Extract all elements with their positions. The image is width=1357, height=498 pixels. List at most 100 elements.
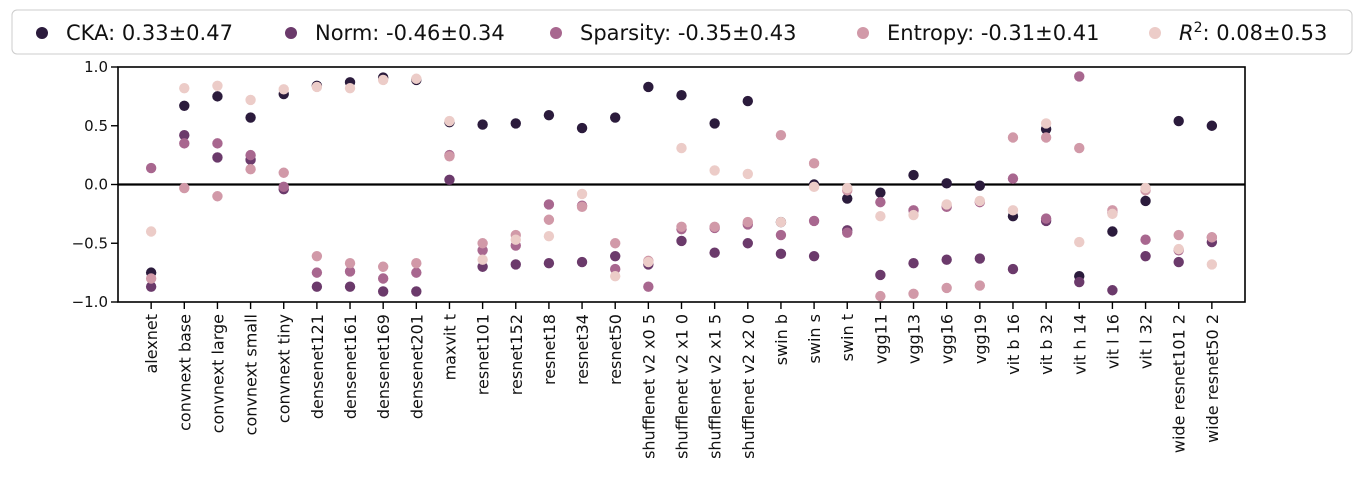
point-sparsity: [212, 138, 223, 149]
point-norm: [908, 258, 919, 269]
x-tick-label: densenet121: [308, 314, 327, 419]
point-norm: [444, 174, 455, 185]
point-r2: [676, 142, 687, 154]
point-sparsity: [311, 267, 323, 278]
point-norm: [543, 258, 555, 269]
point-entropy: [411, 258, 422, 269]
point-entropy: [1173, 229, 1184, 241]
x-tick-label: wide resnet101 2: [1170, 314, 1189, 453]
x-tick-label: resnet50: [606, 314, 625, 385]
point-cka: [643, 81, 654, 93]
point-norm: [377, 286, 389, 297]
point-cka: [179, 100, 190, 111]
point-cka: [1107, 226, 1118, 237]
point-r2: [576, 188, 588, 200]
x-tick-label: shufflenet v2 x1 0: [673, 314, 692, 459]
point-r2: [1040, 118, 1052, 129]
x-tick-label: resnet34: [573, 314, 592, 385]
point-norm: [311, 281, 323, 292]
legend-series-name: Entropy: [887, 21, 968, 45]
point-entropy: [1007, 132, 1019, 143]
x-tick-label: densenet169: [374, 314, 393, 419]
point-r2: [510, 234, 521, 245]
point-sparsity: [643, 281, 654, 292]
point-norm: [775, 248, 787, 260]
point-norm: [709, 247, 720, 258]
x-axis: alexnet convnext base convnext large convne…: [142, 302, 1222, 459]
point-entropy: [444, 151, 455, 162]
legend-item-sparsity: Sparsity: -0.35±0.43: [550, 21, 797, 45]
point-cka: [610, 112, 621, 123]
x-tick-label: wide resnet50 2: [1203, 314, 1222, 443]
x-tick-label: swin t: [838, 314, 857, 361]
point-entropy: [775, 129, 787, 141]
point-norm: [411, 286, 422, 297]
x-tick-label: resnet18: [540, 314, 559, 385]
legend-label: Sparsity: -0.35±0.43: [580, 21, 797, 45]
point-r2: [842, 182, 853, 194]
series-r2: [145, 73, 1218, 282]
point-sparsity: [377, 273, 389, 284]
legend-item-cka: CKA: 0.33±0.47: [36, 21, 233, 45]
point-entropy: [543, 214, 555, 225]
point-entropy: [742, 216, 753, 228]
point-entropy: [212, 191, 223, 202]
point-norm: [212, 152, 223, 163]
point-norm: [179, 129, 190, 141]
legend-label: Norm: -0.46±0.34: [315, 21, 505, 45]
y-tick-label: 0.5: [84, 117, 108, 135]
plot-frame: [117, 66, 1246, 303]
x-tick-label: vit l 32: [1137, 314, 1156, 369]
x-tick-label: convnext base: [175, 314, 194, 431]
point-entropy: [245, 164, 256, 175]
point-cka: [245, 112, 256, 123]
legend-marker: [550, 27, 562, 39]
point-r2: [1140, 182, 1151, 194]
point-r2: [775, 216, 787, 228]
x-tick-label: vit b 32: [1037, 314, 1056, 375]
x-tick-label: shufflenet v2 x2 0: [739, 314, 758, 459]
point-r2: [278, 84, 289, 95]
point-norm: [808, 250, 820, 262]
point-r2: [1206, 259, 1218, 270]
legend-label: CKA: 0.33±0.47: [66, 21, 233, 45]
legend-marker: [36, 27, 48, 39]
point-sparsity: [179, 138, 190, 149]
x-tick-label: convnext tiny: [275, 314, 294, 423]
legend-label: Entropy: -0.31±0.41: [887, 21, 1100, 45]
point-sparsity: [278, 181, 289, 193]
point-r2: [145, 226, 157, 237]
point-cka: [543, 109, 555, 121]
point-cka: [510, 118, 521, 129]
point-norm: [576, 256, 588, 268]
point-cka: [1206, 120, 1218, 131]
point-norm: [974, 253, 986, 264]
point-r2: [941, 199, 952, 210]
legend-series-name: CKA: [66, 21, 109, 45]
point-cka: [1173, 115, 1184, 127]
point-entropy: [709, 221, 720, 232]
point-entropy: [278, 167, 289, 178]
point-cka: [941, 178, 952, 189]
point-r2: [1107, 208, 1118, 220]
point-r2: [245, 94, 256, 106]
x-tick-label: vgg19: [971, 314, 990, 364]
legend-marker: [1149, 27, 1161, 39]
x-tick-label: convnext small: [242, 314, 261, 435]
point-norm: [145, 281, 157, 292]
legend-label-base: R: [1179, 21, 1194, 45]
x-tick-label: densenet161: [341, 314, 360, 419]
legend-stat: : -0.35±0.43: [664, 21, 796, 45]
point-entropy: [1074, 142, 1085, 154]
point-entropy: [875, 290, 886, 302]
point-entropy: [145, 273, 157, 284]
point-r2: [344, 82, 356, 94]
point-entropy: [1040, 132, 1052, 143]
point-r2: [377, 74, 389, 86]
point-norm: [742, 238, 753, 249]
x-tick-label: vit h 14: [1070, 314, 1089, 375]
legend-frame: [11, 9, 1353, 55]
point-r2: [974, 195, 986, 207]
point-r2: [311, 81, 323, 93]
